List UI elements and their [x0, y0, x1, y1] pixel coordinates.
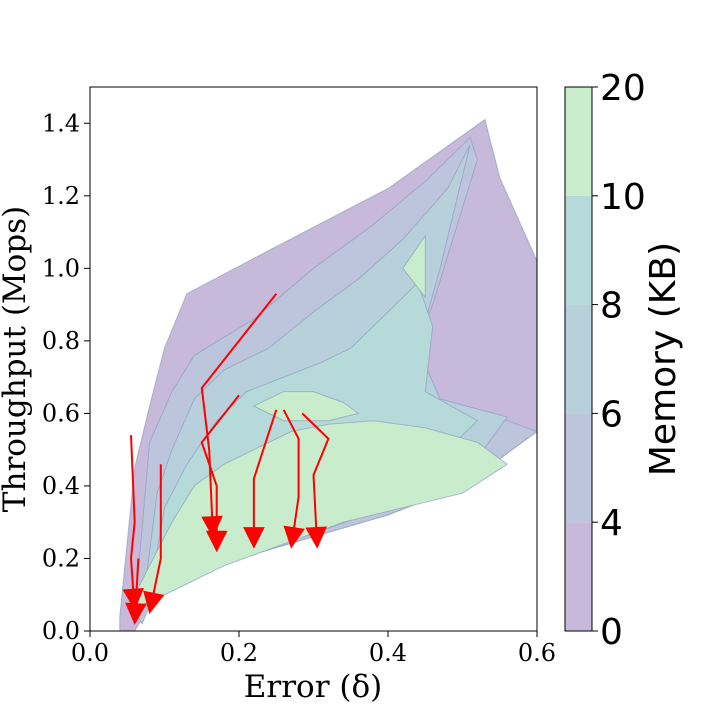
x-axis: 0.0 0.2 0.4 0.6 [71, 631, 556, 667]
trajectory-line [282, 409, 300, 528]
trajectory-line [200, 394, 240, 532]
y-tick-label: 1.0 [42, 254, 80, 282]
x-axis-label: Error (δ) [244, 669, 382, 705]
colorbar-tick-label: 20 [600, 68, 646, 109]
colorbar-band [565, 304, 592, 414]
contour-regions [119, 118, 537, 631]
y-tick-label: 0.8 [42, 327, 80, 355]
x-tick-label: 0.2 [220, 639, 258, 667]
trajectory-arrowhead [205, 530, 228, 553]
y-tick-label: 1.4 [42, 109, 80, 137]
contour-region [126, 420, 509, 611]
trajectory-arrowhead [243, 527, 265, 549]
colorbar-frame [564, 86, 593, 632]
trajectory-line [129, 435, 136, 590]
colorbar-band [565, 87, 592, 196]
x-tick-label: 0.0 [71, 639, 109, 667]
contour-region [252, 391, 360, 422]
trajectory-line [252, 409, 278, 528]
colorbar-band [565, 413, 592, 523]
colorbar-band [565, 195, 592, 305]
x-tick-label: 0.4 [369, 639, 407, 667]
colorbar-tick-label: 10 [600, 177, 646, 218]
trajectory-line [200, 293, 278, 517]
contour-region [402, 234, 426, 299]
y-axis-label: Throughput (Mops) [0, 206, 33, 512]
trajectory-arrowhead [125, 602, 147, 625]
trajectory-arrowhead [305, 526, 327, 549]
y-tick-label: 0.2 [42, 544, 80, 572]
colorbar-band [565, 522, 592, 631]
trajectory-arrows [122, 293, 330, 625]
y-tick-label: 0.6 [42, 399, 80, 427]
colorbar-tick-label: 4 [600, 503, 623, 544]
trajectory-arrowhead [122, 588, 144, 611]
colorbar-tick-label: 6 [600, 394, 623, 435]
y-tick-label: 0.4 [42, 472, 80, 500]
y-tick-label: 1.2 [42, 182, 80, 210]
trajectory-line [152, 464, 162, 594]
colorbar-tick-label: 8 [600, 286, 623, 327]
trajectory-line [301, 412, 330, 528]
colorbar-label: Memory (KB) [643, 242, 684, 476]
y-tick-label: 0.0 [42, 617, 80, 645]
x-tick-label: 0.6 [518, 639, 556, 667]
plot-frame [89, 86, 538, 632]
trajectory-arrowhead [143, 590, 165, 614]
colorbar: 0 4 6 8 10 20 [564, 68, 646, 653]
y-axis: 0.0 0.2 0.4 0.6 0.8 1.0 1.2 1.4 [42, 109, 90, 645]
colorbar-tick-label: 0 [600, 612, 623, 653]
trajectory-arrowhead [283, 525, 305, 549]
trajectory-line [134, 558, 140, 604]
